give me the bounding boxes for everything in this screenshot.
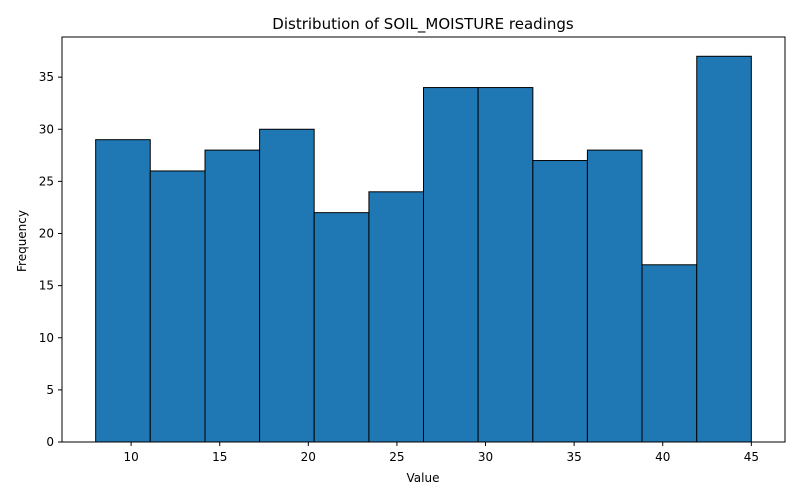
histogram-bar xyxy=(696,55,752,443)
chart-title: Distribution of SOIL_MOISTURE readings xyxy=(272,15,574,34)
x-axis-ticks: 10 15 20 25 30 35 40 45 xyxy=(123,442,759,464)
y-tick-label: 20 xyxy=(39,227,54,241)
y-axis-ticks: 0 5 10 15 20 25 30 35 xyxy=(39,70,62,449)
histogram-bar xyxy=(313,212,370,443)
x-tick-label: 30 xyxy=(478,450,493,464)
x-axis-label: Value xyxy=(407,471,440,485)
x-tick-label: 35 xyxy=(566,450,581,464)
histogram-bar xyxy=(641,264,698,443)
x-tick-label: 20 xyxy=(301,450,316,464)
histogram-bar xyxy=(95,139,151,443)
bars-group xyxy=(95,55,752,443)
histogram-bar xyxy=(368,191,425,443)
y-tick-label: 15 xyxy=(39,279,54,293)
y-tick-label: 35 xyxy=(39,70,54,84)
x-tick-label: 10 xyxy=(123,450,138,464)
histogram-bar xyxy=(477,87,534,443)
y-axis-label: Frequency xyxy=(15,210,29,272)
histogram-bar xyxy=(586,149,643,443)
histogram-bar xyxy=(423,87,479,443)
plot-frame xyxy=(61,36,786,443)
histogram-bar xyxy=(204,149,261,443)
histogram-bar xyxy=(149,170,206,443)
x-tick-label: 45 xyxy=(744,450,759,464)
x-tick-label: 25 xyxy=(389,450,404,464)
y-tick-label: 30 xyxy=(39,122,54,136)
y-tick-label: 5 xyxy=(46,383,54,397)
histogram-bar xyxy=(532,160,588,443)
x-tick-label: 15 xyxy=(212,450,227,464)
histogram-bar xyxy=(259,128,315,443)
y-tick-label: 0 xyxy=(46,435,54,449)
y-tick-label: 25 xyxy=(39,174,54,188)
y-tick-label: 10 xyxy=(39,331,54,345)
x-tick-label: 40 xyxy=(655,450,670,464)
